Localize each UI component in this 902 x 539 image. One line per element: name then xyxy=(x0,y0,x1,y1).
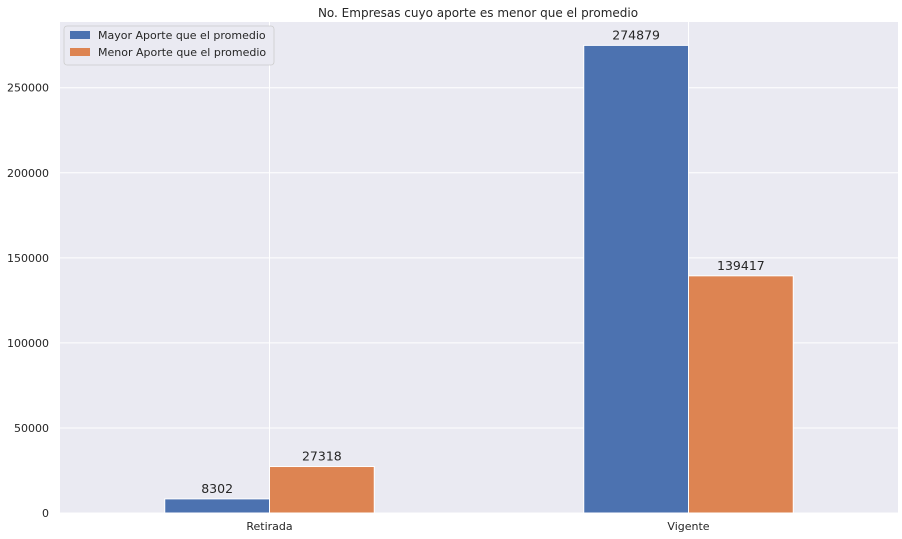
x-tick-label: Retirada xyxy=(246,520,292,533)
chart-title: No. Empresas cuyo aporte es menor que el… xyxy=(318,6,638,20)
legend-swatch xyxy=(70,31,90,39)
y-tick-label: 100000 xyxy=(7,337,49,350)
bars xyxy=(164,44,794,514)
bar xyxy=(269,466,375,514)
y-tick-label: 50000 xyxy=(14,422,49,435)
y-tick-label: 200000 xyxy=(7,167,49,180)
bar xyxy=(688,275,794,514)
y-axis-ticks: 0 50000 100000 150000 200000 250000 xyxy=(7,82,49,520)
y-tick-label: 150000 xyxy=(7,252,49,265)
bar-value-label: 274879 xyxy=(612,27,660,42)
bar-value-label: 139417 xyxy=(717,258,765,273)
bar-value-label: 27318 xyxy=(302,449,342,464)
bar xyxy=(164,498,270,514)
legend: Mayor Aporte que el promedio Menor Aporte… xyxy=(63,25,275,66)
x-tick-label: Vigente xyxy=(667,520,709,533)
y-tick-label: 0 xyxy=(42,507,49,520)
legend-label: Mayor Aporte que el promedio xyxy=(98,29,266,42)
legend-swatch xyxy=(70,48,90,56)
legend-box xyxy=(63,25,275,66)
bar-value-labels: 8302 27318 274879 139417 xyxy=(201,27,765,495)
bar-value-label: 8302 xyxy=(201,481,233,496)
bar xyxy=(583,44,689,514)
legend-label: Menor Aporte que el promedio xyxy=(98,46,266,59)
x-axis-ticks: Retirada Vigente xyxy=(246,520,709,533)
y-tick-label: 250000 xyxy=(7,82,49,95)
